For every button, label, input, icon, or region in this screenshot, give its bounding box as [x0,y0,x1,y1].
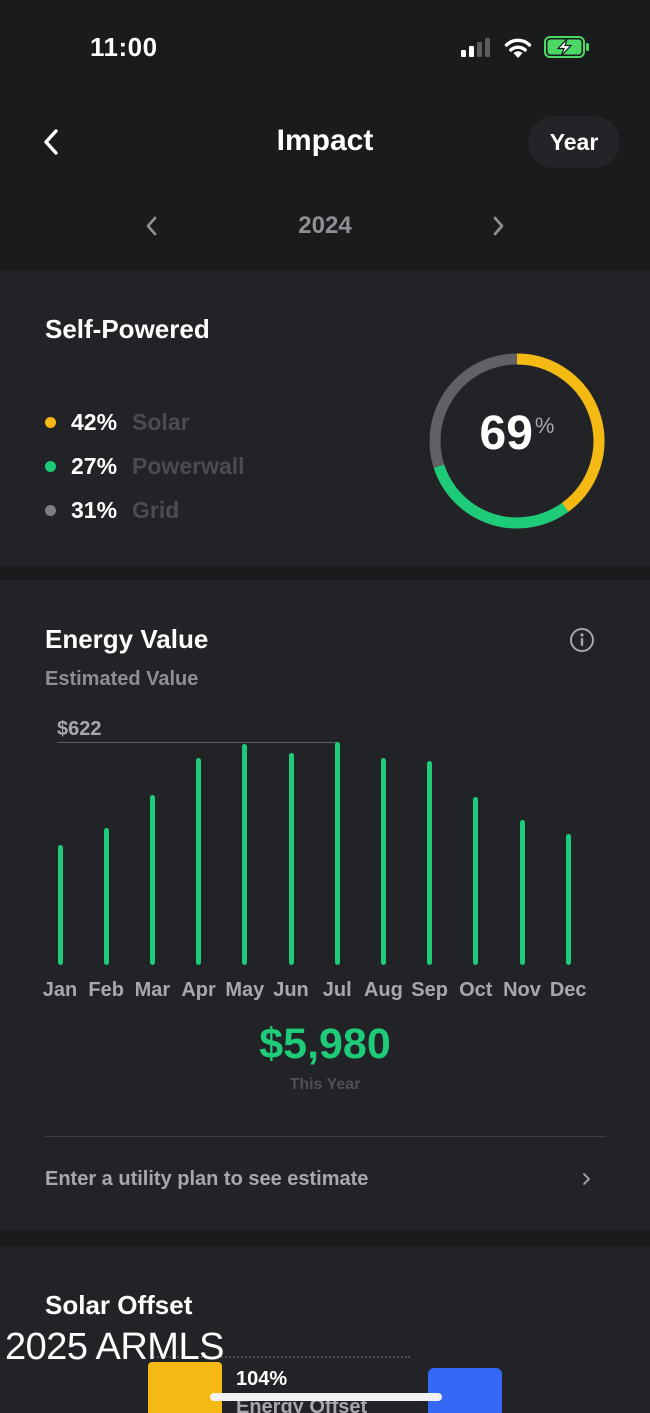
month-label-dec: Dec [549,979,587,1001]
chart-max-line [57,742,337,743]
month-label-jan: Jan [42,979,78,1001]
bar-feb[interactable] [103,828,109,965]
legend-label: Powerwall [132,452,245,479]
bar-apr[interactable] [196,757,202,965]
chart-max-label: $622 [57,718,102,740]
page-title: Impact [276,124,374,157]
percent-unit: % [534,413,555,438]
divider [45,1136,606,1137]
self-powered-donut [429,353,605,529]
solar-arc [516,353,605,512]
month-label-apr: Apr [181,979,216,1001]
grid-dot-icon [45,504,56,516]
month-label-jun: Jun [273,979,309,1001]
legend-value: 27% [71,452,118,479]
self-powered-title: Self-Powered [45,314,210,344]
solar-offset-value: 104% [236,1368,288,1390]
home-indicator[interactable] [210,1393,442,1401]
bar-nov[interactable] [519,820,525,965]
consumption-bar [428,1368,502,1413]
status-time: 11:00 [90,32,158,62]
month-label-oct: Oct [459,979,493,1001]
bar-aug[interactable] [380,757,386,965]
energy-value-card: Energy Value Estimated Value $622 Jan Feb… [0,580,650,1230]
bar-jun[interactable] [288,753,294,965]
next-year-chevron-icon[interactable] [486,212,510,240]
wifi-icon [504,38,532,58]
cellular-signal-icon [461,37,490,57]
month-label-may: May [225,979,265,1001]
chevron-right-icon[interactable] [580,1171,592,1187]
energy-value-total: $5,980 [259,1020,391,1068]
battery-charging-icon [544,36,589,58]
month-label-sep: Sep [411,979,448,1001]
year-label: 2024 [298,212,352,239]
powerwall-arc [433,464,569,529]
estimated-value-subtitle: Estimated Value [45,668,199,690]
legend-value: 31% [71,496,118,523]
month-label-nov: Nov [503,979,541,1001]
bar-oct[interactable] [473,797,479,965]
legend-solar: 42% Solar [45,407,190,437]
period-selector-button[interactable]: Year [528,116,620,168]
solar-offset-title: Solar Offset [45,1290,193,1320]
self-powered-card[interactable]: Self-Powered 42% Solar 27% Powerwall 31%… [0,270,650,566]
status-bar: 11:00 [0,0,650,95]
solar-offset-bar [148,1362,222,1413]
legend-value: 42% [71,408,118,435]
bar-jan[interactable] [57,844,63,965]
bar-jul[interactable] [334,742,340,965]
utility-plan-link[interactable]: Enter a utility plan to see estimate [45,1168,369,1190]
solar-offset-card[interactable]: Solar Offset 104% Energy Offset [0,1246,650,1413]
legend-label: Grid [132,496,180,523]
legend-powerwall: 27% Powerwall [45,451,245,481]
month-label-aug: Aug [363,979,403,1001]
energy-value-title: Energy Value [45,624,209,654]
info-icon[interactable] [569,627,595,653]
month-label-feb: Feb [88,979,124,1001]
solar-dot-icon [45,416,56,428]
legend-label: Solar [132,408,190,435]
total-caption: This Year [289,1076,361,1093]
powerwall-dot-icon [45,460,56,472]
legend-grid: 31% Grid [45,495,179,525]
self-powered-percent: 69% [426,406,608,461]
month-label-jul: Jul [322,979,352,1001]
bar-dec[interactable] [565,834,571,965]
offset-dotted-line [150,1356,410,1358]
bar-sep[interactable] [427,760,433,965]
bar-may[interactable] [242,744,248,965]
bar-mar[interactable] [149,795,155,965]
month-label-mar: Mar [134,979,171,1001]
back-chevron-icon[interactable] [36,124,68,160]
watermark: 2025 ARMLS [5,1326,224,1368]
self-powered-value: 69 [479,407,533,460]
previous-year-chevron-icon[interactable] [140,212,164,240]
